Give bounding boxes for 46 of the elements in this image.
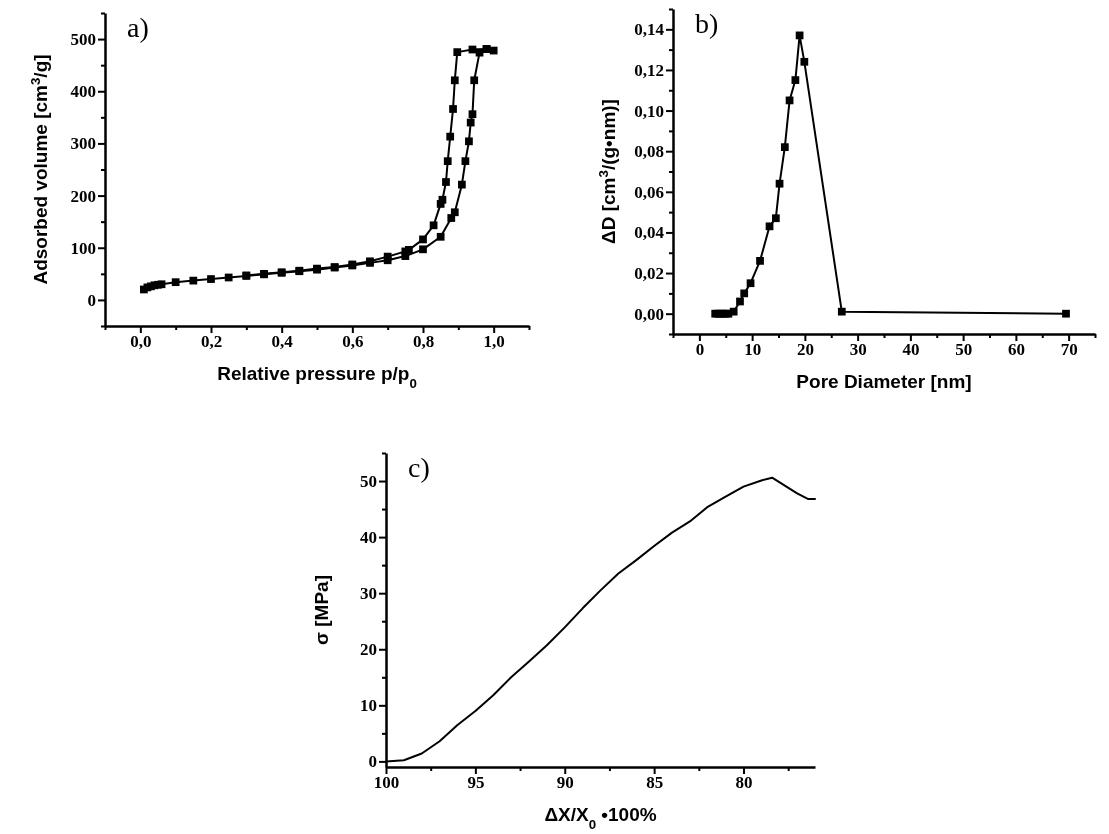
y-tick-label: 0 (87, 290, 96, 310)
y-tick-label: 300 (70, 134, 96, 154)
y-tick-label: 0,12 (634, 60, 664, 80)
x-tick-label: 60 (1007, 340, 1025, 360)
x-tick-label: 40 (902, 340, 920, 360)
x-tick-label: 20 (796, 340, 814, 360)
x-axis-title: Pore Diameter [nm] (796, 371, 972, 392)
annotation: a) (127, 12, 149, 43)
y-tick-label: 0,06 (634, 182, 664, 202)
y-tick-label: 0,08 (634, 142, 664, 162)
x-tick-label: 0,8 (412, 332, 435, 352)
y-axis-title: σ [MPa] (311, 575, 332, 645)
x-tick-label: 0,0 (130, 332, 152, 352)
y-tick-label: 0 (368, 752, 377, 772)
y-tick-label: 20 (360, 640, 377, 660)
y-tick-label: 100 (70, 238, 96, 258)
x-tick-label: 0 (695, 340, 705, 360)
y-tick-label: 200 (70, 186, 96, 206)
y-tick-label: 0,10 (634, 101, 664, 121)
y-tick-label: 50 (360, 471, 377, 491)
x-axis-title: ΔX/X$_{0}$ •100% (544, 804, 657, 832)
y-tick-label: 10 (360, 696, 377, 716)
y-tick-label: 0,02 (634, 264, 664, 283)
y-tick-label: 500 (70, 30, 96, 50)
x-tick-label: 90 (556, 773, 574, 793)
y-tick-label: 30 (360, 584, 377, 604)
x-tick-label: 70 (1060, 340, 1078, 360)
x-tick-label: 100 (373, 773, 400, 793)
annotation: c) (408, 452, 430, 483)
y-tick-label: 40 (360, 528, 377, 548)
x-tick-label: 0,2 (200, 332, 223, 352)
x-tick-label: 0,6 (342, 332, 364, 352)
y-tick-label: 0,04 (634, 223, 665, 243)
x-tick-label: 0,4 (271, 332, 294, 352)
x-axis-title: Relative pressure p/p$_{0}$ (217, 363, 417, 391)
y-tick-label: 400 (70, 82, 96, 102)
x-tick-label: 85 (646, 773, 664, 793)
x-tick-label: 95 (467, 773, 485, 793)
y-tick-label: 0,00 (634, 304, 664, 324)
annotation: b) (695, 8, 719, 39)
x-tick-label: 1,0 (483, 332, 505, 352)
x-tick-label: 10 (744, 340, 762, 360)
y-tick-label: 0,14 (634, 20, 665, 40)
x-tick-label: 30 (849, 340, 867, 360)
x-tick-label: 50 (955, 340, 973, 360)
x-tick-label: 80 (735, 773, 753, 793)
